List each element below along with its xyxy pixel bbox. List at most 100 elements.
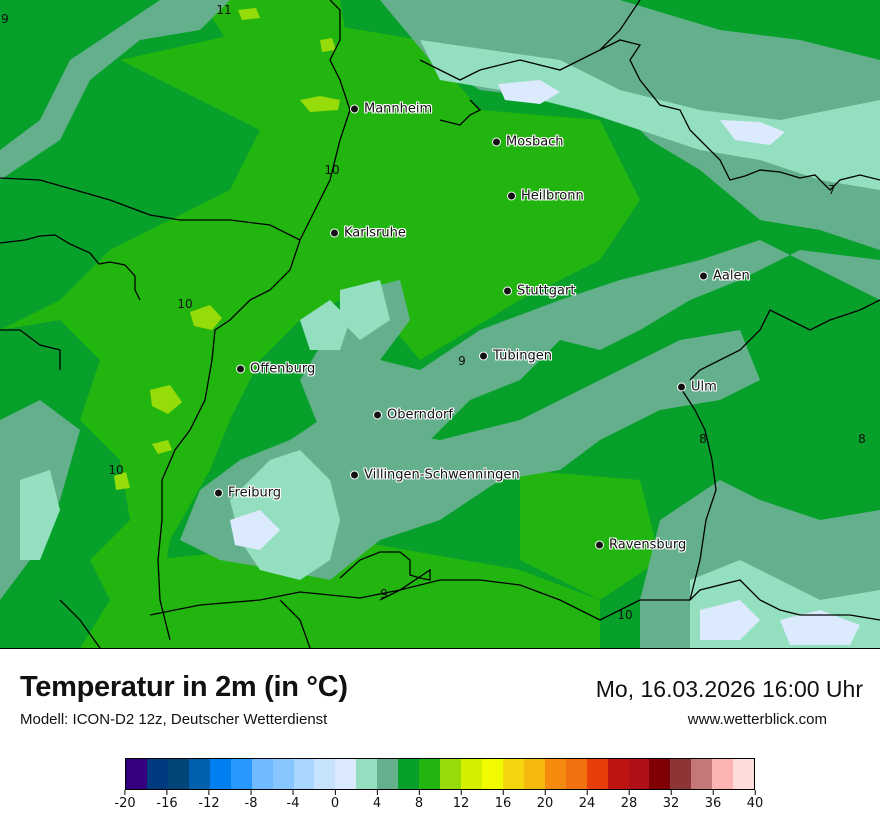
- legend-tick-label: 0: [330, 796, 340, 811]
- contour-label: 9: [458, 354, 466, 368]
- city-dot-icon: [330, 228, 339, 238]
- legend-color-segment: [126, 759, 147, 789]
- city-label: Offenburg: [250, 361, 316, 377]
- legend-color-segment: [167, 759, 189, 789]
- legend-tick: -12: [198, 790, 220, 811]
- city-marker-oberndorf: Oberndorf: [373, 408, 453, 423]
- contour-label: 10: [108, 463, 124, 477]
- legend-tick-label: 28: [620, 796, 638, 811]
- city-marker-ulm: Ulm: [677, 380, 717, 395]
- legend-color-segment: [188, 759, 210, 789]
- legend-tick-label: 40: [746, 796, 764, 811]
- legend-tick-label: 12: [452, 796, 470, 811]
- legend-color-segment: [419, 759, 441, 789]
- legend-color-segment: [481, 759, 503, 789]
- map-title: Temperatur in 2m (in °C): [20, 671, 348, 703]
- legend-color-segment: [733, 759, 755, 789]
- legend-color-segment: [398, 759, 420, 789]
- city-label: Mannheim: [364, 101, 433, 117]
- legend-tick-label: 36: [704, 796, 722, 811]
- city-marker-mannheim: Mannheim: [350, 102, 432, 117]
- legend-tick: 28: [620, 790, 638, 811]
- temperature-field: [0, 0, 880, 648]
- city-label: Ulm: [691, 379, 717, 395]
- legend-color-segment: [670, 759, 692, 789]
- city-dot-icon: [503, 286, 512, 296]
- website-link[interactable]: www.wetterblick.com: [687, 711, 827, 728]
- legend-color-segment: [209, 759, 231, 789]
- legend-color-segment: [293, 759, 315, 789]
- city-marker-ravensburg: Ravensburg: [595, 538, 686, 553]
- legend-color-segment: [461, 759, 482, 789]
- legend-tick-label: -20: [114, 796, 136, 811]
- legend-tick-label: 32: [662, 796, 680, 811]
- legend-color-segment: [544, 759, 566, 789]
- legend-tick-label: -4: [286, 796, 300, 811]
- legend-tick-label: -8: [244, 796, 258, 811]
- contour-label: 7: [828, 183, 836, 197]
- city-dot-icon: [214, 488, 223, 498]
- legend-tick-label: -16: [156, 796, 178, 811]
- legend-tick: 36: [704, 790, 722, 811]
- legend-tick: -8: [244, 790, 258, 811]
- legend-tick: -20: [114, 790, 136, 811]
- city-label: Karlsruhe: [344, 225, 406, 241]
- legend-color-segment: [649, 759, 671, 789]
- legend-color-segment: [712, 759, 734, 789]
- legend-color-segment: [335, 759, 357, 789]
- legend-color-segment: [272, 759, 294, 789]
- contour-label: 9: [1, 12, 9, 26]
- color-legend-bar: [125, 758, 755, 790]
- legend-color-segment: [230, 759, 252, 789]
- legend-color-segment: [251, 759, 273, 789]
- city-dot-icon: [507, 191, 516, 201]
- city-marker-heilbronn: Heilbronn: [507, 189, 584, 204]
- contour-label: 10: [617, 608, 633, 622]
- legend-tick: -4: [286, 790, 300, 811]
- contour-label: 8: [858, 432, 866, 446]
- legend-tick-label: 20: [536, 796, 554, 811]
- city-label: Tübingen: [493, 348, 552, 364]
- contour-label: 11: [216, 3, 232, 17]
- contour-label: 9: [380, 587, 388, 601]
- legend-tick: 0: [331, 790, 339, 811]
- legend-color-segment: [440, 759, 461, 789]
- legend-color-segment: [586, 759, 608, 789]
- city-marker-mosbach: Mosbach: [492, 135, 564, 150]
- city-label: Ravensburg: [609, 537, 687, 553]
- city-label: Villingen-Schwenningen: [364, 467, 520, 483]
- legend-color-segment: [607, 759, 629, 789]
- legend-tick-label: 24: [578, 796, 596, 811]
- legend-color-segment: [146, 759, 168, 789]
- city-label: Stuttgart: [517, 283, 576, 299]
- legend-tick: 20: [536, 790, 554, 811]
- city-dot-icon: [479, 351, 488, 361]
- temperature-map: 11 9 10 7 10 9 8 8 10 9 10 Mannheim Mosb…: [0, 0, 880, 649]
- city-label: Oberndorf: [387, 407, 453, 423]
- legend-color-segment: [314, 759, 336, 789]
- legend-tick-label: 4: [372, 796, 382, 811]
- legend-tick-label: -12: [198, 796, 220, 811]
- city-marker-stuttgart: Stuttgart: [503, 284, 575, 299]
- legend-tick: 12: [452, 790, 470, 811]
- model-info: Modell: ICON-D2 12z, Deutscher Wetterdie…: [20, 711, 328, 728]
- legend-color-segment: [628, 759, 650, 789]
- legend-tick: -16: [156, 790, 178, 811]
- legend-color-segment: [377, 759, 399, 789]
- city-dot-icon: [595, 540, 604, 550]
- color-legend-ticks: -20 -16 -12 -8 -4 0 4 8 12 16 20 24 28 32 36 40: [114, 790, 763, 820]
- legend-tick: 8: [415, 790, 423, 811]
- legend-tick-label: 16: [494, 796, 512, 811]
- city-dot-icon: [350, 104, 359, 114]
- legend-color-segment: [523, 759, 545, 789]
- city-marker-offenburg: Offenburg: [236, 362, 315, 377]
- legend-tick: 32: [662, 790, 680, 811]
- city-dot-icon: [677, 382, 686, 392]
- legend-tick: 4: [373, 790, 381, 811]
- legend-color-segment: [502, 759, 524, 789]
- city-dot-icon: [350, 470, 359, 480]
- forecast-datetime: Mo, 16.03.2026 16:00 Uhr: [595, 676, 863, 702]
- contour-label: 10: [324, 163, 340, 177]
- city-label: Mosbach: [506, 134, 564, 150]
- city-marker-tuebingen: Tübingen: [479, 349, 552, 364]
